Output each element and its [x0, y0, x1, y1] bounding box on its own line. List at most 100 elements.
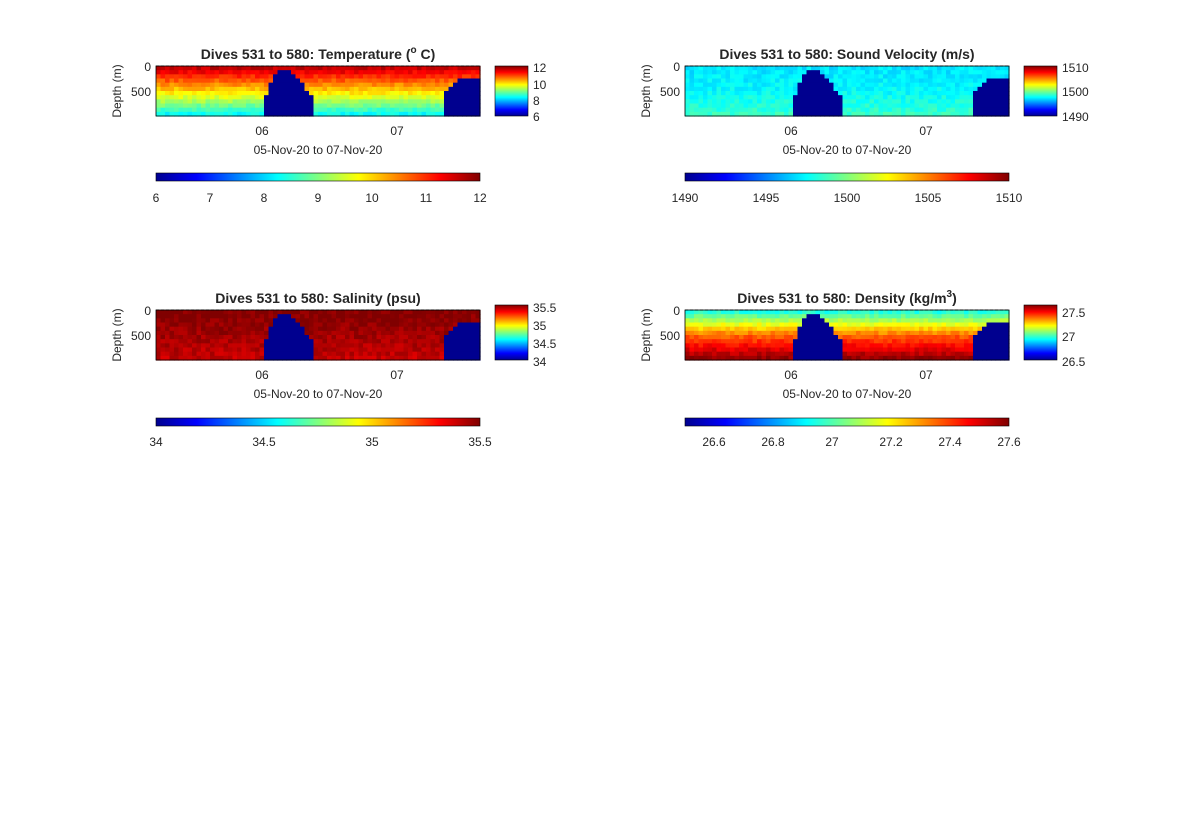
hcolorbar-tick-label: 6: [153, 191, 160, 205]
heatmap-cell: [946, 335, 952, 340]
heatmap-cell: [453, 330, 459, 336]
heatmap-cell: [707, 66, 713, 71]
heatmap-cell: [860, 107, 866, 113]
heatmap-cell: [901, 351, 907, 357]
heatmap-cell: [273, 318, 279, 324]
heatmap-cell: [426, 335, 432, 340]
heatmap-cell: [977, 318, 983, 324]
heatmap-cell: [977, 99, 983, 105]
heatmap-cell: [793, 347, 799, 353]
heatmap-cell: [453, 103, 459, 109]
heatmap-cell: [412, 107, 418, 113]
heatmap-cell: [439, 95, 445, 100]
heatmap-cell: [223, 107, 229, 113]
heatmap-cell: [856, 351, 862, 357]
heatmap-cell: [914, 335, 920, 340]
heatmap-cell: [205, 70, 211, 75]
heatmap-cell: [860, 322, 866, 328]
heatmap-cell: [833, 111, 839, 117]
heatmap-cell: [932, 99, 938, 105]
heatmap-cell: [919, 318, 925, 324]
heatmap-cell: [928, 91, 934, 96]
heatmap-cell: [205, 91, 211, 96]
colorbar-tick-label: 34: [533, 355, 547, 369]
heatmap-cell: [770, 343, 776, 349]
heatmap-cell: [811, 318, 817, 324]
heatmap-cell: [712, 70, 718, 75]
heatmap-cell: [318, 103, 324, 109]
heatmap-cell: [905, 318, 911, 324]
heatmap-cell: [815, 314, 821, 319]
heatmap-cell: [349, 78, 355, 84]
heatmap-cell: [273, 335, 279, 340]
heatmap-cell: [187, 347, 193, 353]
heatmap-cell: [865, 347, 871, 353]
heatmap-cell: [712, 82, 718, 88]
heatmap-cell: [246, 82, 252, 88]
heatmap-cell: [228, 78, 234, 84]
heatmap-cell: [327, 99, 333, 105]
heatmap-cell: [851, 326, 857, 332]
heatmap-cell: [381, 339, 387, 344]
heatmap-cell: [282, 70, 288, 75]
heatmap-cell: [174, 78, 180, 84]
heatmap-cell: [820, 66, 826, 71]
heatmap-cell: [892, 70, 898, 75]
heatmap-cell: [910, 322, 916, 328]
heatmap-cell: [448, 330, 454, 336]
heatmap-cell: [345, 95, 351, 100]
heatmap-cell: [462, 99, 468, 105]
heatmap-cell: [950, 339, 956, 344]
heatmap-cell: [712, 355, 718, 361]
heatmap-cell: [905, 310, 911, 315]
heatmap-cell: [721, 66, 727, 71]
heatmap-cell: [784, 95, 790, 100]
heatmap-cell: [448, 322, 454, 328]
heatmap-cell: [833, 355, 839, 361]
heatmap-cell: [363, 86, 369, 92]
heatmap-cell: [205, 82, 211, 88]
heatmap-cell: [376, 347, 382, 353]
heatmap-cell: [838, 310, 844, 315]
heatmap-cell: [815, 78, 821, 84]
heatmap-cell: [743, 335, 749, 340]
heatmap-cell: [237, 330, 243, 336]
heatmap-cell: [964, 314, 970, 319]
heatmap-cell: [833, 70, 839, 75]
heatmap-cell: [318, 111, 324, 117]
heatmap-cell: [973, 82, 979, 88]
heatmap-cell: [205, 310, 211, 315]
heatmap-cell: [426, 318, 432, 324]
heatmap-cell: [847, 95, 853, 100]
heatmap-cell: [887, 103, 893, 109]
heatmap-cell: [955, 335, 961, 340]
heatmap-cell: [685, 314, 691, 319]
heatmap-cell: [381, 347, 387, 353]
heatmap-cell: [829, 70, 835, 75]
heatmap-cell: [156, 103, 162, 109]
heatmap-cell: [160, 74, 166, 80]
heatmap-cell: [291, 343, 297, 349]
heatmap-cell: [250, 91, 256, 96]
heatmap-cell: [689, 78, 695, 84]
heatmap-cell: [160, 343, 166, 349]
heatmap-cell: [860, 339, 866, 344]
heatmap-cell: [331, 99, 337, 105]
heatmap-cell: [385, 95, 391, 100]
heatmap-cell: [421, 310, 427, 315]
heatmap-cell: [372, 91, 378, 96]
heatmap-cell: [471, 78, 477, 84]
heatmap-cell: [390, 326, 396, 332]
heatmap-cell: [689, 66, 695, 71]
heatmap-cell: [363, 95, 369, 100]
heatmap-cell: [995, 111, 1001, 117]
heatmap-cell: [856, 314, 862, 319]
heatmap-cell: [896, 318, 902, 324]
heatmap-cell: [775, 66, 781, 71]
heatmap-cell: [982, 339, 988, 344]
heatmap-cell: [896, 99, 902, 105]
heatmap-cell: [304, 318, 310, 324]
heatmap-cell: [887, 95, 893, 100]
heatmap-cell: [802, 66, 808, 71]
heatmap-cell: [703, 78, 709, 84]
